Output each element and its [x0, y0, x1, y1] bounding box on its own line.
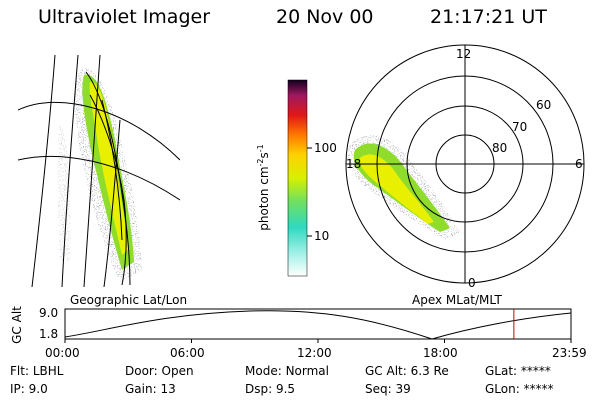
panel-label-geographic: Geographic Lat/Lon: [70, 293, 188, 307]
mlt-label-6: 6: [575, 157, 583, 171]
colorbar-tick-100: 100: [314, 141, 337, 155]
status-mode: Mode: Normal: [245, 364, 329, 378]
status-seq: Seq: 39: [365, 382, 411, 396]
x-tick-label-0: 00:00: [45, 346, 80, 360]
status-glon: GLon: *****: [485, 382, 554, 396]
status-dsp: Dsp: 9.5: [245, 382, 296, 396]
alt-ymin-label: 1.8: [39, 327, 59, 341]
x-tick-label-4: 23:59: [552, 346, 587, 360]
mlt-label-12: 12: [456, 47, 472, 61]
date-label: 20 Nov 00: [276, 6, 374, 28]
altitude-curve: [64, 310, 572, 340]
panel-label-apex: Apex MLat/MLT: [412, 293, 502, 307]
lat-label-60: 60: [536, 98, 552, 112]
status-ip: IP: 9.0: [10, 382, 48, 396]
status-flt: Flt: LBHL: [10, 364, 64, 378]
status-door: Door: Open: [125, 364, 194, 378]
mlt-label-0: 0: [468, 276, 476, 290]
polar-grid: [345, 44, 585, 284]
alt-ylabel: GC Alt: [9, 306, 24, 344]
time-label: 21:17:21 UT: [430, 6, 547, 28]
polar-aurora-image: [347, 135, 460, 240]
lat-label-80: 80: [492, 141, 508, 155]
x-tick-label-1: 06:00: [170, 346, 205, 360]
status-glat: GLat: *****: [485, 364, 551, 378]
geographic-grid-lines: [18, 55, 180, 287]
status-gc-alt: GC Alt: 6.3 Re: [365, 364, 449, 378]
lat-label-70: 70: [512, 120, 528, 134]
mlt-label-18: 18: [346, 157, 362, 171]
colorbar: [287, 79, 308, 277]
instrument-title: Ultraviolet Imager: [38, 6, 211, 28]
alt-ymax-label: 9.0: [39, 306, 59, 320]
colorbar-tick-10: 10: [314, 229, 330, 243]
x-tick-label-3: 18:00: [423, 346, 458, 360]
status-gain: Gain: 13: [125, 382, 176, 396]
x-tick-label-2: 12:00: [297, 346, 332, 360]
